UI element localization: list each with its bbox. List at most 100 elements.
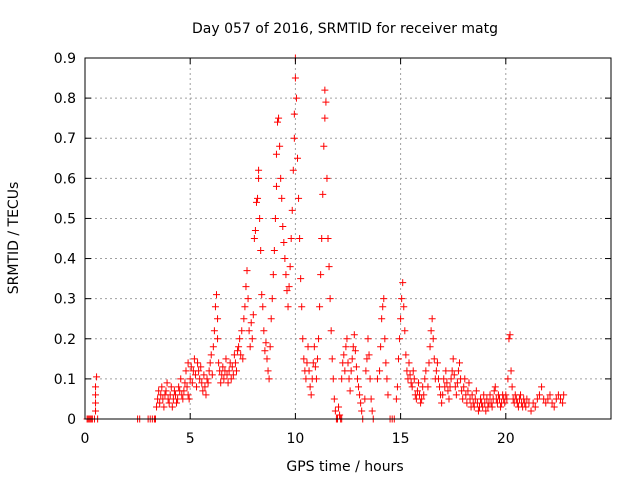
data-point bbox=[204, 379, 212, 387]
data-point bbox=[527, 407, 535, 415]
data-point bbox=[394, 355, 402, 363]
data-point bbox=[306, 383, 314, 391]
data-point bbox=[180, 387, 188, 395]
data-point bbox=[249, 311, 257, 319]
data-point bbox=[311, 363, 319, 371]
data-point bbox=[201, 383, 209, 391]
data-point bbox=[486, 391, 494, 399]
data-point bbox=[255, 174, 263, 182]
data-point bbox=[477, 395, 485, 403]
data-point bbox=[266, 343, 274, 351]
data-point bbox=[248, 335, 256, 343]
data-point bbox=[281, 255, 289, 263]
data-point bbox=[488, 403, 496, 411]
data-point bbox=[171, 391, 179, 399]
y-tick-label: 0.6 bbox=[54, 171, 76, 187]
data-point bbox=[502, 391, 510, 399]
data-point bbox=[213, 291, 220, 299]
data-point bbox=[239, 355, 247, 363]
data-point bbox=[263, 355, 271, 363]
data-point bbox=[199, 387, 207, 395]
data-point bbox=[409, 367, 417, 375]
data-point bbox=[232, 367, 240, 375]
data-point bbox=[208, 371, 216, 379]
data-point bbox=[307, 391, 315, 399]
data-point bbox=[508, 383, 516, 391]
data-point bbox=[222, 355, 230, 363]
data-point bbox=[228, 363, 236, 371]
data-point bbox=[398, 295, 406, 303]
data-point bbox=[336, 411, 344, 419]
data-point bbox=[424, 383, 432, 391]
data-point bbox=[468, 391, 476, 399]
data-point bbox=[442, 367, 450, 375]
data-point bbox=[445, 395, 453, 403]
data-point bbox=[179, 395, 187, 403]
data-point bbox=[438, 399, 446, 407]
data-point bbox=[340, 351, 348, 359]
data-point bbox=[260, 327, 268, 335]
data-point bbox=[264, 367, 272, 375]
data-point bbox=[188, 379, 196, 387]
data-point bbox=[240, 315, 248, 323]
data-point bbox=[230, 351, 238, 359]
data-point bbox=[418, 395, 426, 403]
data-point bbox=[448, 367, 456, 375]
data-point bbox=[444, 387, 452, 395]
data-point bbox=[443, 379, 451, 387]
data-point bbox=[268, 295, 276, 303]
x-tick-label: 0 bbox=[81, 431, 90, 447]
data-point bbox=[277, 174, 285, 182]
data-point bbox=[459, 395, 467, 403]
data-point bbox=[289, 166, 297, 174]
data-point bbox=[450, 371, 458, 379]
data-point bbox=[452, 391, 460, 399]
data-point bbox=[167, 383, 175, 391]
data-point bbox=[392, 395, 400, 403]
data-point bbox=[93, 373, 101, 381]
data-point bbox=[183, 383, 191, 391]
y-tick-label: 0.2 bbox=[54, 332, 76, 348]
data-point bbox=[288, 206, 296, 214]
plot-frame bbox=[84, 57, 612, 420]
data-point bbox=[302, 375, 310, 383]
data-point bbox=[330, 395, 338, 403]
data-point bbox=[270, 247, 278, 255]
data-point bbox=[290, 134, 298, 142]
data-point bbox=[381, 335, 389, 343]
data-point bbox=[400, 303, 408, 311]
data-point bbox=[447, 375, 455, 383]
data-point bbox=[219, 363, 227, 371]
data-point bbox=[328, 355, 336, 363]
data-point bbox=[329, 375, 337, 383]
data-point bbox=[413, 387, 421, 395]
data-point bbox=[344, 359, 352, 367]
y-tick-label: 0.4 bbox=[54, 252, 76, 268]
data-point bbox=[361, 395, 369, 403]
y-tick-label: 0.7 bbox=[54, 131, 76, 147]
data-point bbox=[292, 94, 300, 102]
data-point bbox=[491, 383, 499, 391]
data-point bbox=[194, 359, 202, 367]
data-point bbox=[243, 267, 251, 275]
data-point bbox=[356, 391, 364, 399]
data-point bbox=[298, 303, 306, 311]
data-point bbox=[254, 194, 262, 202]
data-point bbox=[544, 395, 552, 403]
data-point bbox=[429, 335, 437, 343]
data-point bbox=[378, 315, 386, 323]
data-point bbox=[368, 407, 376, 415]
data-point bbox=[214, 315, 222, 323]
data-point bbox=[401, 327, 409, 335]
data-point bbox=[542, 399, 550, 407]
x-tick-label: 20 bbox=[497, 431, 515, 447]
data-point bbox=[156, 399, 164, 407]
data-point bbox=[362, 367, 370, 375]
data-point bbox=[236, 335, 244, 343]
data-point bbox=[433, 359, 441, 367]
data-point bbox=[538, 383, 546, 391]
data-point bbox=[550, 403, 558, 411]
data-point bbox=[185, 395, 193, 403]
data-point bbox=[303, 359, 311, 367]
data-point bbox=[425, 359, 433, 367]
